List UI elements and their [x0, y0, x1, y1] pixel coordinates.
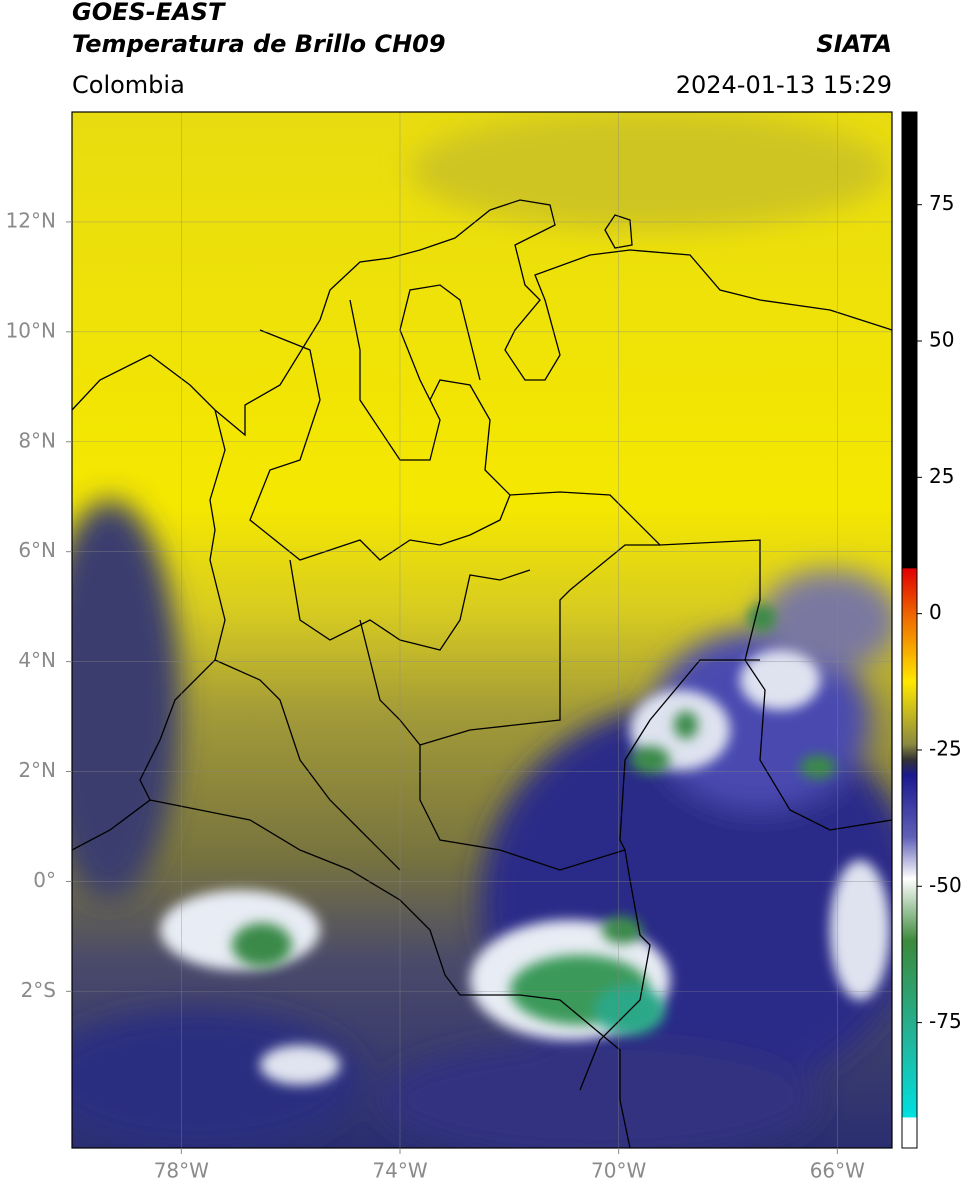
- colorbar-tick-label: 25: [929, 464, 954, 488]
- y-tick-label: 10°N: [6, 318, 56, 342]
- x-tick-label: 66°W: [810, 1159, 865, 1183]
- colorbar-tick-label: -75: [929, 1009, 962, 1033]
- grid: [72, 112, 892, 1148]
- title-line1: GOES-EAST: [72, 0, 226, 26]
- colorbar-tick-label: -25: [929, 736, 962, 760]
- y-tick-label: 0°: [33, 868, 56, 892]
- region: Colombia: [72, 71, 185, 99]
- map-frame: [71, 111, 893, 1149]
- y-tick-label: 8°N: [18, 428, 56, 452]
- source: SIATA: [816, 30, 892, 58]
- colorbar-tick-label: 75: [929, 191, 954, 215]
- timestamp: 2024-01-13 15:29: [676, 71, 892, 99]
- y-tick-label: 12°N: [6, 208, 56, 232]
- y-tick-label: 6°N: [18, 538, 56, 562]
- y-tick-label: 2°N: [18, 758, 56, 782]
- title-line2: Temperatura de Brillo CH09: [72, 30, 446, 58]
- colorbar-tick-label: 0: [929, 600, 942, 624]
- x-tick-label: 70°W: [591, 1159, 646, 1183]
- y-tick-label: 4°N: [18, 648, 56, 672]
- x-tick-label: 74°W: [372, 1159, 427, 1183]
- satellite-image: [72, 112, 892, 1148]
- colorbar-tick-label: -50: [929, 873, 962, 897]
- colorbar: [901, 111, 918, 1149]
- colorbar-tick-label: 50: [929, 328, 954, 352]
- y-tick-label: 2°S: [21, 978, 56, 1002]
- x-tick-label: 78°W: [154, 1159, 209, 1183]
